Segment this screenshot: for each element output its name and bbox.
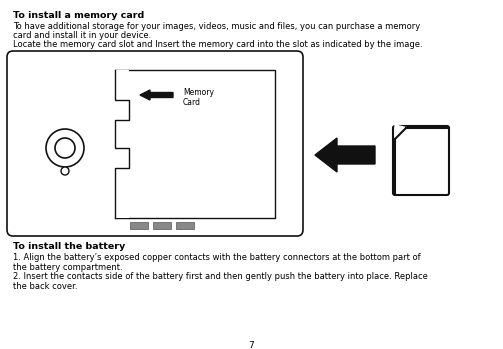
Circle shape bbox=[46, 129, 84, 167]
Bar bbox=[176, 222, 194, 229]
Bar bbox=[115, 70, 275, 218]
Text: 7: 7 bbox=[248, 341, 254, 349]
FancyBboxPatch shape bbox=[7, 51, 303, 236]
Text: To have additional storage for your images, videos, music and files, you can pur: To have additional storage for your imag… bbox=[13, 22, 420, 31]
FancyBboxPatch shape bbox=[393, 126, 449, 195]
Text: the battery compartment.: the battery compartment. bbox=[13, 263, 123, 272]
Bar bbox=[153, 222, 171, 229]
Bar bbox=[130, 222, 148, 229]
Polygon shape bbox=[395, 125, 408, 128]
Text: 2. Insert the contacts side of the battery first and then gently push the batter: 2. Insert the contacts side of the batte… bbox=[13, 272, 428, 281]
FancyArrow shape bbox=[140, 90, 173, 100]
Text: To install a memory card: To install a memory card bbox=[13, 11, 144, 20]
FancyArrow shape bbox=[315, 138, 375, 172]
Text: card and install it in your device.: card and install it in your device. bbox=[13, 31, 151, 40]
Text: the back cover.: the back cover. bbox=[13, 282, 77, 291]
Text: Locate the memory card slot and Insert the memory card into the slot as indicate: Locate the memory card slot and Insert t… bbox=[13, 40, 423, 49]
Text: To install the battery: To install the battery bbox=[13, 242, 125, 251]
Text: Memory
Card: Memory Card bbox=[183, 88, 214, 107]
Circle shape bbox=[61, 167, 69, 175]
Bar bbox=[113, 70, 129, 218]
Text: 1. Align the battery’s exposed copper contacts with the battery connectors at th: 1. Align the battery’s exposed copper co… bbox=[13, 253, 421, 262]
Circle shape bbox=[55, 138, 75, 158]
